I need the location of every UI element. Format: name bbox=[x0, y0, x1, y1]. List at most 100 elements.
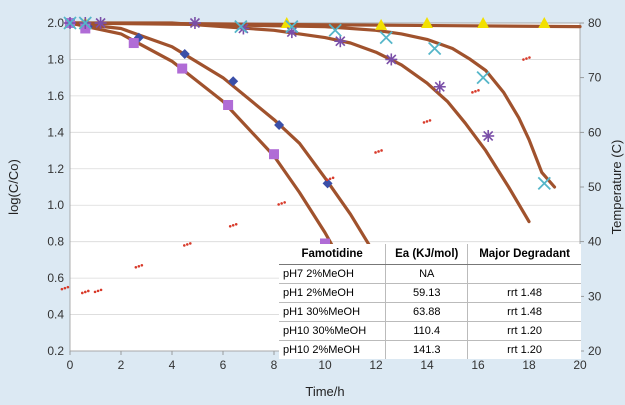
square-marker bbox=[320, 238, 330, 249]
temperature-marker bbox=[81, 289, 90, 295]
x-marker bbox=[328, 23, 342, 37]
x-tick-label: 20 bbox=[573, 358, 587, 372]
temperature-marker bbox=[374, 149, 383, 154]
table-row: pH1 30%MeOH 63.88 rrt 1.48 bbox=[279, 302, 581, 322]
table-cell: 141.3 bbox=[385, 340, 468, 359]
fit-curve bbox=[68, 21, 531, 224]
y-tick-label: 1.2 bbox=[47, 162, 64, 176]
square-marker bbox=[177, 63, 188, 74]
temperature-dot bbox=[528, 56, 531, 59]
table-cell: rrt 1.48 bbox=[467, 302, 581, 322]
y2-axis-title: Temperature (C) bbox=[609, 140, 624, 235]
star-stroke bbox=[189, 17, 201, 29]
x-marker bbox=[476, 71, 490, 85]
table-cell: pH10 30%MeOH bbox=[279, 321, 386, 341]
data-markers bbox=[60, 16, 551, 295]
temperature-dot bbox=[186, 243, 189, 246]
star-stroke bbox=[386, 54, 397, 65]
table-row: pH1 2%MeOH 59.13 rrt 1.48 bbox=[279, 283, 581, 303]
temperature-marker bbox=[60, 285, 70, 291]
x-stroke bbox=[63, 16, 77, 30]
temperature-dot bbox=[228, 224, 232, 228]
y2-tick-label: 50 bbox=[588, 180, 602, 194]
temperature-marker bbox=[471, 89, 480, 94]
x-marker bbox=[428, 41, 442, 56]
temperature-dot bbox=[234, 222, 238, 226]
y2-tick-label: 60 bbox=[588, 125, 602, 139]
y-tick-label: 0.4 bbox=[47, 308, 64, 322]
star-marker bbox=[433, 80, 446, 93]
diamond-marker bbox=[179, 48, 190, 59]
y-tick-label: 1.8 bbox=[47, 52, 64, 66]
diamond-marker bbox=[228, 76, 239, 87]
table-cell: pH1 2%MeOH bbox=[279, 283, 386, 303]
x-stroke bbox=[428, 41, 442, 56]
table-cell bbox=[467, 264, 581, 284]
x-tick-label: 12 bbox=[369, 358, 383, 372]
x-tick-label: 8 bbox=[271, 358, 278, 372]
table-cell: rrt 1.20 bbox=[467, 340, 581, 359]
star-marker bbox=[482, 129, 495, 142]
table-cell: pH10 2%MeOH bbox=[279, 340, 386, 359]
x-stroke bbox=[328, 23, 342, 37]
tick-labels: 0.20.40.60.81.01.21.41.61.82.00 2 4 6 8 10 12 1… bbox=[47, 16, 601, 372]
y-tick-label: 2.0 bbox=[47, 16, 64, 30]
table-cell: rrt 1.48 bbox=[467, 283, 581, 303]
temperature-marker bbox=[228, 222, 238, 228]
y2-tick-label: 30 bbox=[588, 289, 602, 303]
y2-tick-label: 20 bbox=[588, 344, 602, 358]
x-marker bbox=[63, 16, 77, 30]
temperature-dot bbox=[84, 290, 87, 294]
table-row: pH10 2%MeOH 141.3 rrt 1.20 bbox=[279, 340, 581, 359]
x-stroke bbox=[285, 20, 299, 34]
temperature-dot bbox=[140, 263, 144, 267]
y2-tick-label: 80 bbox=[588, 16, 602, 30]
y2-tick-label: 70 bbox=[588, 71, 602, 85]
table-header: Famotidine bbox=[279, 244, 386, 265]
temperature-dot bbox=[428, 119, 432, 122]
triangle-marker bbox=[538, 17, 551, 28]
temperature-marker bbox=[522, 56, 531, 61]
star-stroke bbox=[95, 17, 106, 29]
temperature-marker bbox=[93, 288, 103, 294]
y-tick-label: 1.0 bbox=[47, 198, 64, 212]
temperature-dot bbox=[183, 244, 186, 247]
table-cell: pH1 30%MeOH bbox=[279, 302, 386, 322]
temperature-dot bbox=[325, 178, 329, 182]
x-tick-label: 14 bbox=[420, 358, 434, 372]
table-header: Ea (KJ/mol) bbox=[385, 244, 468, 265]
temperature-dot bbox=[477, 89, 480, 92]
temperature-dot bbox=[425, 120, 429, 123]
y-tick-label: 0.8 bbox=[47, 235, 64, 249]
temperature-dot bbox=[525, 57, 528, 60]
diamond-marker bbox=[322, 178, 333, 189]
y-axis-title: log(C/Co) bbox=[6, 159, 21, 215]
triangle-marker bbox=[421, 17, 433, 28]
diamond-marker bbox=[274, 120, 285, 131]
x-marker bbox=[537, 176, 551, 190]
y-tick-label: 0.2 bbox=[47, 344, 64, 358]
x-stroke bbox=[476, 71, 490, 85]
temperature-marker bbox=[325, 176, 335, 182]
activation-energy-table: Famotidine Ea (KJ/mol) Major Degradant p… bbox=[279, 244, 581, 359]
star-marker bbox=[94, 17, 107, 29]
temperature-marker bbox=[422, 119, 432, 124]
x-stroke bbox=[234, 20, 248, 34]
star-marker bbox=[334, 35, 347, 48]
x-tick-label: 10 bbox=[318, 358, 332, 372]
table-header: Major Degradant bbox=[467, 244, 581, 265]
temperature-dot bbox=[231, 223, 235, 227]
temperature-dot bbox=[63, 286, 67, 290]
temperature-dot bbox=[280, 202, 283, 205]
star-stroke bbox=[335, 36, 346, 47]
temperature-dot bbox=[134, 265, 138, 269]
x-stroke bbox=[537, 176, 551, 190]
temperature-dot bbox=[380, 149, 383, 152]
x-tick-label: 2 bbox=[118, 358, 125, 372]
x-stroke bbox=[379, 30, 393, 45]
square-marker bbox=[128, 38, 139, 49]
temperature-dot bbox=[277, 203, 280, 206]
temperature-dot bbox=[422, 121, 426, 124]
x-tick-label: 4 bbox=[169, 358, 176, 372]
